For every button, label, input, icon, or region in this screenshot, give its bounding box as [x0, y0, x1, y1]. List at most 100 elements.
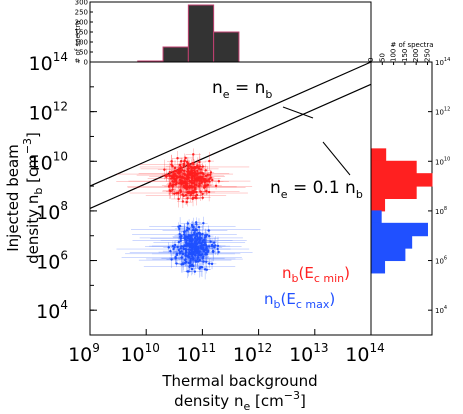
data-point [195, 239, 199, 242]
x-tick-label: 1012 [233, 341, 272, 366]
axis-labels: Thermal background density ne [cm−3] Inj… [4, 20, 434, 413]
x-tick-label: 1014 [345, 341, 384, 366]
data-point [184, 258, 187, 261]
data-point [186, 222, 190, 225]
data-point [170, 163, 173, 166]
data-point [193, 244, 196, 248]
top-hist-bar [162, 46, 189, 63]
top-hist-tick-label: 100 [75, 39, 88, 47]
data-point [201, 192, 204, 196]
data-point [196, 165, 200, 169]
data-point [208, 159, 211, 163]
data-point [178, 227, 181, 231]
right-hist-tick-label: 250 [423, 49, 431, 62]
data-point [205, 260, 208, 263]
data-point [192, 228, 195, 232]
data-point [208, 177, 211, 181]
data-point [204, 169, 207, 172]
x-tick-label: 109 [68, 341, 100, 366]
data-point [205, 268, 208, 271]
y-tick-label: 108 [36, 199, 68, 224]
y-tick-label: 1014 [29, 50, 68, 75]
data-point [195, 246, 199, 249]
data-point [195, 232, 199, 236]
data-point [191, 196, 195, 200]
data-point [199, 265, 203, 269]
data-point [208, 262, 211, 265]
right-hist-xlabel: # of spectra [390, 41, 433, 49]
data-point [190, 237, 193, 241]
data-point [190, 248, 193, 251]
data-point [201, 232, 204, 236]
data-point [201, 176, 204, 180]
data-point [198, 160, 201, 164]
data-point [211, 178, 214, 182]
data-point [182, 184, 186, 187]
legend-red: nb(Ec min) [282, 264, 350, 285]
top-hist-tick-label: 250 [75, 9, 88, 17]
data-point [195, 234, 199, 238]
right-y-tick-label: 1014 [435, 57, 450, 67]
x-axis-title-line1: Thermal background [161, 372, 317, 390]
x-tick-label: 1011 [177, 341, 216, 366]
right-hist-tick-label: 100 [390, 49, 398, 62]
data-point [190, 192, 193, 195]
data-point [198, 236, 202, 239]
x-tick-label: 1010 [120, 341, 159, 366]
data-point [201, 246, 205, 249]
data-point [187, 253, 191, 256]
y-tick-label: 106 [36, 249, 68, 274]
data-point [167, 246, 170, 249]
annotations: ne = nb ne = 0.1 nb nb(Ec min) nb(Ec max… [212, 78, 363, 311]
reference-line [89, 61, 372, 187]
data-point [191, 225, 194, 228]
data-point [191, 178, 194, 182]
data-point [195, 176, 199, 179]
data-point [173, 243, 177, 247]
data-point [186, 170, 189, 173]
data-point [180, 256, 183, 259]
top-hist-tick-label: 300 [75, 0, 88, 7]
data-point [199, 168, 203, 171]
right-hist-red-bar [370, 160, 417, 175]
right-hist-blue-bar [370, 210, 382, 224]
data-point [193, 183, 196, 186]
right-hist-blue-bar [370, 260, 386, 274]
data-point [172, 175, 175, 178]
right-hist-tick-label: 200 [412, 49, 420, 62]
top-hist-tick-label: 150 [75, 29, 88, 37]
ref-line-label-2: ne = 0.1 nb [270, 178, 363, 201]
data-point [217, 180, 221, 183]
data-point [188, 262, 191, 265]
data-point [172, 247, 175, 251]
right-hist-red-bar [370, 198, 386, 212]
legend-blue: nb(Ec max) [264, 290, 335, 311]
data-point [210, 262, 214, 266]
data-point [169, 249, 172, 253]
data-point [212, 250, 215, 254]
data-point [193, 270, 197, 273]
right-hist-tick-label: 150 [401, 49, 409, 62]
data-point [186, 162, 190, 165]
data-point [178, 232, 181, 236]
ref-line-label-1: ne = nb [212, 78, 272, 101]
data-point [172, 180, 176, 183]
data-point [199, 171, 202, 175]
top-hist-tick-label: 0 [84, 59, 88, 67]
x-tick-label: 1013 [289, 341, 328, 366]
data-point [202, 239, 206, 242]
right-hist-blue-bar [370, 222, 428, 237]
top-hist-ylabel: # of spectra [74, 20, 82, 63]
data-point [190, 167, 193, 171]
data-point [197, 179, 200, 182]
data-point [179, 160, 183, 163]
data-point [181, 200, 185, 203]
data-point [171, 188, 174, 191]
top-hist-tick-label: 50 [79, 49, 88, 57]
y-tick-label: 1010 [29, 149, 68, 174]
right-y-tick-label: 104 [435, 305, 447, 315]
data-point [186, 242, 189, 246]
data-point [191, 256, 195, 260]
data-point [187, 234, 191, 237]
right-hist-red-bar [370, 185, 417, 200]
